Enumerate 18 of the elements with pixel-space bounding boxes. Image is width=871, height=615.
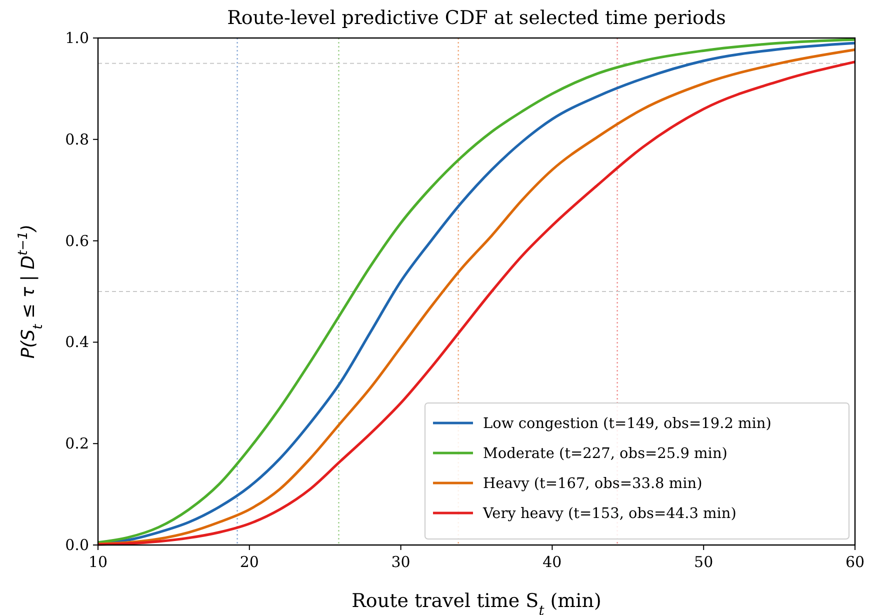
legend-label: Low congestion (t=149, obs=19.2 min)	[483, 416, 772, 432]
x-tick-label: 40	[542, 553, 562, 571]
x-axis-title: Route travel time S$_{t}$ (min)	[352, 590, 602, 615]
chart-title: Route-level predictive CDF at selected time periods	[227, 7, 726, 29]
y-tick-label: 1.0	[65, 29, 89, 47]
y-tick-label: 0.8	[65, 130, 89, 148]
y-tick-label: 0.0	[65, 536, 89, 554]
legend-label: Very heavy (t=153, obs=44.3 min)	[482, 506, 736, 522]
legend-label: Moderate (t=227, obs=25.9 min)	[483, 446, 728, 462]
x-tick-label: 20	[240, 553, 259, 571]
legend-label: Heavy (t=167, obs=33.8 min)	[483, 476, 702, 492]
x-tick-label: 60	[845, 553, 865, 571]
x-tick-label: 10	[88, 553, 108, 571]
y-tick-label: 0.2	[65, 434, 89, 453]
x-tick-label: 50	[694, 553, 714, 571]
y-tick-label: 0.6	[65, 232, 89, 250]
y-tick-label: 0.4	[65, 333, 89, 352]
x-tick-label: 30	[391, 553, 410, 571]
